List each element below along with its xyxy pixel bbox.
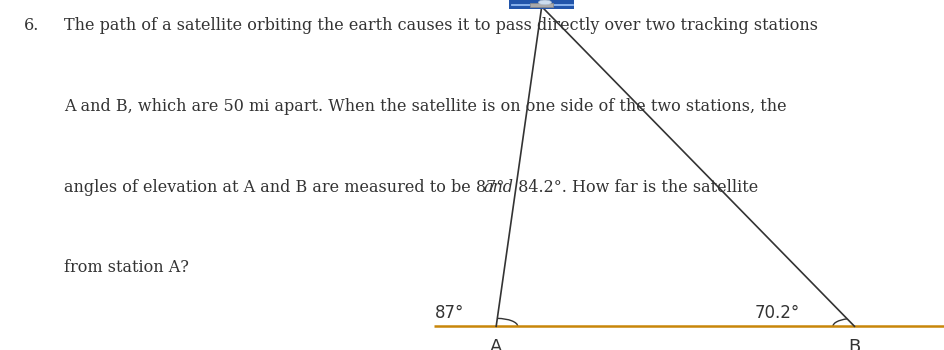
Text: 6.: 6. (24, 18, 39, 35)
Text: and: and (483, 178, 514, 196)
Bar (510, 0, 574, 9)
Text: angles of elevation at A and B are measured to be 87°: angles of elevation at A and B are measu… (64, 178, 510, 196)
Text: A and B, which are 50 mi apart. When the satellite is on one side of the two sta: A and B, which are 50 mi apart. When the… (64, 98, 786, 115)
Text: B: B (849, 338, 861, 350)
Bar (553, 4, 573, 5)
Text: 70.2°: 70.2° (754, 304, 800, 322)
Text: from station A?: from station A? (64, 259, 189, 276)
Text: 84.2°. How far is the satellite: 84.2°. How far is the satellite (513, 178, 758, 196)
Bar (531, 3, 553, 7)
Circle shape (538, 0, 551, 5)
Text: The path of a satellite orbiting the earth causes it to pass directly over two t: The path of a satellite orbiting the ear… (64, 18, 818, 35)
Text: A: A (490, 338, 502, 350)
Bar (511, 4, 531, 5)
Text: 87°: 87° (434, 304, 464, 322)
